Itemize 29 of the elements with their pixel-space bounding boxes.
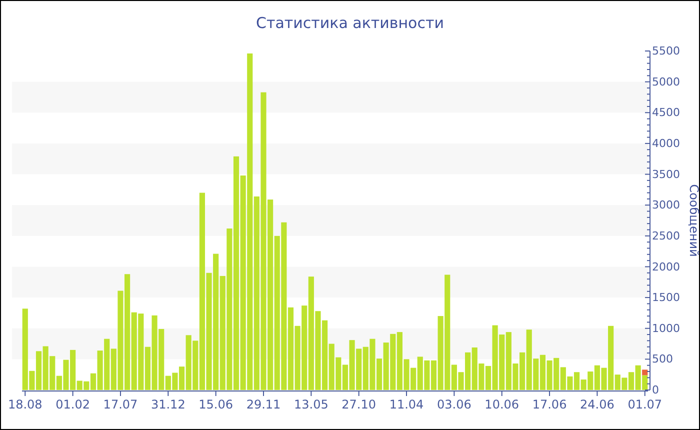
x-tick-label: 01.02	[56, 397, 90, 412]
y-tick-label: 5000	[652, 75, 680, 88]
y-tick-label: 3500	[652, 168, 680, 181]
x-tick-label: 29.11	[246, 397, 281, 412]
y-tick-label: 0	[652, 384, 659, 397]
y-tick-label: 1500	[652, 291, 680, 304]
x-tick-label: 17.06	[532, 397, 567, 412]
x-tick-label: 18.08	[8, 397, 42, 412]
y-tick-label: 2000	[652, 260, 680, 274]
chart-title: Статистика активности	[256, 14, 444, 32]
x-tick-label: 11.04	[389, 397, 424, 412]
bar	[642, 370, 648, 376]
y-tick-label: 5500	[652, 44, 680, 58]
x-tick-label: 01.07	[628, 397, 662, 412]
y-tick-label: 4500	[652, 106, 680, 120]
y-tick-label: 2500	[652, 229, 680, 242]
x-tick-label: 31.12	[150, 397, 186, 412]
x-tick-label: 13.05	[294, 397, 328, 412]
y-axis-title: Сообщений	[687, 184, 700, 257]
x-tick-label: 10.06	[484, 397, 520, 412]
y-tick-label: 3000	[652, 198, 680, 212]
x-tick-label: 27.10	[342, 397, 376, 412]
x-tick-label: 17.07	[103, 397, 138, 412]
y-tick-label: 1000	[652, 322, 680, 335]
x-tick-label: 24.06	[580, 397, 614, 412]
x-tick-label: 15.06	[198, 397, 233, 412]
y-tick-label: 500	[652, 352, 673, 366]
x-tick-label: 03.06	[437, 397, 472, 412]
y-tick-label: 4000	[652, 136, 680, 150]
